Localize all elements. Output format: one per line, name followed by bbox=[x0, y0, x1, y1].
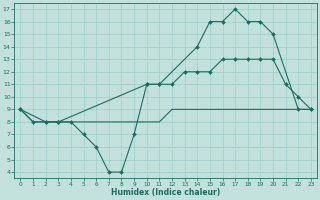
X-axis label: Humidex (Indice chaleur): Humidex (Indice chaleur) bbox=[111, 188, 220, 197]
